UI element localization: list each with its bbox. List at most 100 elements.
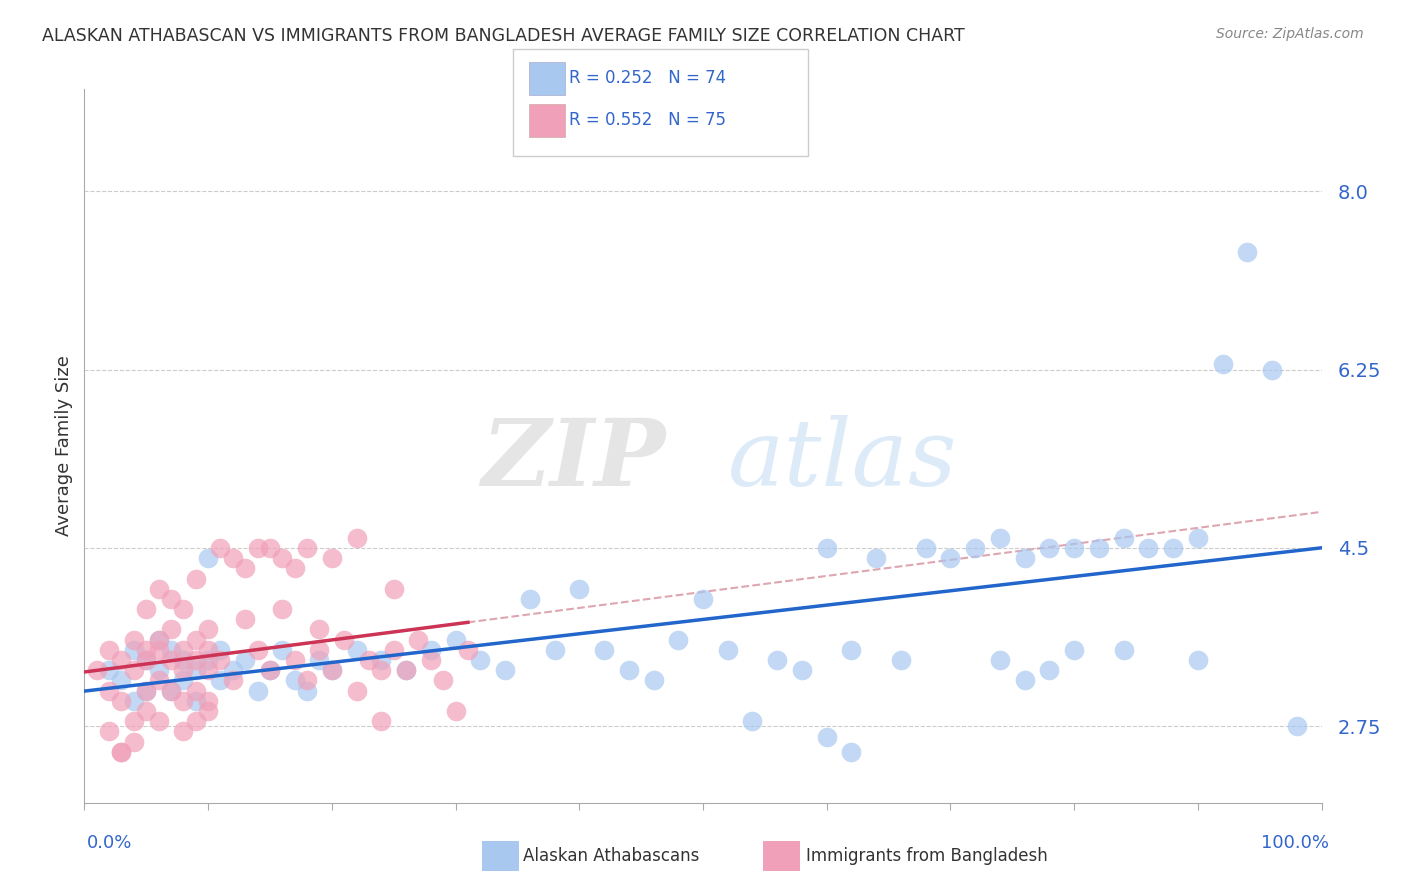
Point [308, 623, 330, 637]
Point [209, 653, 232, 667]
Point [160, 653, 183, 667]
Point [617, 663, 640, 677]
Point [914, 541, 936, 555]
Point [246, 643, 269, 657]
Point [295, 541, 318, 555]
Point [815, 541, 838, 555]
Point [135, 704, 157, 718]
Point [1038, 663, 1060, 677]
Point [148, 663, 170, 677]
Point [172, 663, 194, 677]
Point [357, 653, 380, 667]
Point [1112, 643, 1135, 657]
Text: R = 0.252   N = 74: R = 0.252 N = 74 [569, 69, 727, 87]
Point [382, 643, 405, 657]
Point [1187, 531, 1209, 545]
Point [122, 632, 145, 647]
Point [271, 551, 294, 566]
Point [233, 561, 256, 575]
Point [271, 643, 294, 657]
Point [1236, 245, 1258, 260]
Point [110, 745, 132, 759]
Point [1285, 719, 1308, 733]
Point [408, 632, 430, 647]
Point [110, 673, 132, 688]
Point [1088, 541, 1111, 555]
Point [321, 551, 343, 566]
Point [122, 734, 145, 748]
Point [419, 643, 441, 657]
Point [519, 591, 541, 606]
Point [209, 673, 232, 688]
Point [122, 663, 145, 677]
Point [172, 694, 194, 708]
Point [1212, 358, 1234, 372]
Point [209, 643, 232, 657]
Point [1137, 541, 1160, 555]
Point [295, 683, 318, 698]
Point [172, 602, 194, 616]
Point [122, 694, 145, 708]
Point [333, 632, 356, 647]
Point [98, 643, 121, 657]
Point [135, 683, 157, 698]
Point [172, 653, 194, 667]
Point [197, 663, 219, 677]
Text: 100.0%: 100.0% [1261, 834, 1329, 852]
Point [259, 663, 281, 677]
Point [965, 541, 987, 555]
Point [543, 643, 565, 657]
Point [197, 623, 219, 637]
Point [1063, 541, 1085, 555]
Text: atlas: atlas [728, 416, 957, 505]
Point [692, 591, 714, 606]
Point [666, 632, 689, 647]
Point [160, 591, 183, 606]
Point [197, 694, 219, 708]
Point [160, 623, 183, 637]
Point [135, 653, 157, 667]
Point [110, 745, 132, 759]
Point [172, 643, 194, 657]
Point [197, 551, 219, 566]
Point [643, 673, 665, 688]
Point [135, 643, 157, 657]
Point [1112, 531, 1135, 545]
Point [295, 673, 318, 688]
Point [284, 673, 307, 688]
Point [815, 730, 838, 744]
Point [271, 602, 294, 616]
Point [184, 572, 207, 586]
Text: 0.0%: 0.0% [87, 834, 132, 852]
Point [148, 632, 170, 647]
Point [1187, 653, 1209, 667]
Point [197, 704, 219, 718]
Point [233, 612, 256, 626]
Point [246, 541, 269, 555]
Point [988, 653, 1011, 667]
Point [370, 714, 392, 729]
Point [346, 683, 368, 698]
Point [222, 551, 245, 566]
Point [395, 663, 418, 677]
Point [148, 673, 170, 688]
Point [1014, 673, 1036, 688]
Point [86, 663, 108, 677]
Point [135, 653, 157, 667]
Point [321, 663, 343, 677]
Text: ZIP: ZIP [482, 416, 666, 505]
Point [259, 663, 281, 677]
Point [184, 714, 207, 729]
Point [890, 653, 912, 667]
Point [284, 653, 307, 667]
Y-axis label: Average Family Size: Average Family Size [55, 356, 73, 536]
Point [444, 632, 467, 647]
Point [184, 653, 207, 667]
Point [284, 561, 307, 575]
Point [419, 653, 441, 667]
Point [370, 653, 392, 667]
Point [790, 663, 813, 677]
Point [470, 653, 492, 667]
Point [741, 714, 763, 729]
Point [593, 643, 616, 657]
